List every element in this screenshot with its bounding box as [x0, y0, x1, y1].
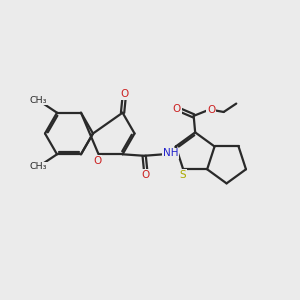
Text: O: O: [93, 156, 101, 166]
Text: O: O: [173, 104, 181, 114]
Text: NH: NH: [163, 148, 178, 158]
Text: CH₃: CH₃: [29, 96, 47, 105]
Text: CH₃: CH₃: [29, 162, 47, 171]
Text: O: O: [142, 170, 150, 180]
Text: O: O: [207, 105, 215, 115]
Text: O: O: [120, 89, 128, 99]
Text: S: S: [179, 170, 186, 180]
